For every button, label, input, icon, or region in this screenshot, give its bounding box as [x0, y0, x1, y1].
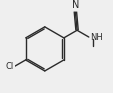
Text: N: N	[71, 0, 78, 10]
Text: Cl: Cl	[6, 62, 14, 71]
Text: NH: NH	[89, 33, 101, 42]
